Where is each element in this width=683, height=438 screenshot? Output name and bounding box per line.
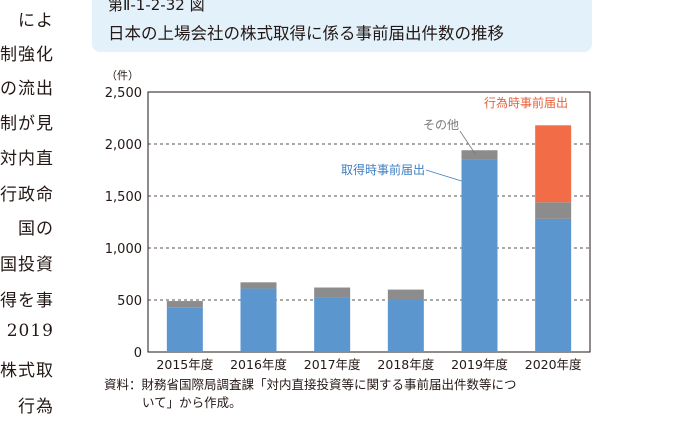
bar-segment — [387, 289, 424, 300]
annotation-leader-other — [459, 130, 476, 155]
bar-segment — [461, 159, 498, 352]
figure-title-box: 第Ⅱ-1-2-32 図 日本の上場会社の株式取得に係る事前届出件数の推移 — [92, 0, 592, 52]
bar-segment — [535, 202, 572, 219]
body-text-line: 2019 — [6, 321, 54, 341]
bar-segment — [240, 288, 277, 352]
body-text-line: 得を事 — [0, 291, 54, 311]
y-tick-label: 500 — [117, 294, 142, 309]
plot-frame — [147, 91, 591, 353]
figure-title: 日本の上場会社の株式取得に係る事前届出件数の推移 — [108, 24, 504, 43]
annotation-act-time: 行為時事前届出 — [484, 95, 568, 110]
bar-segment — [387, 299, 424, 352]
x-tick-label: 2020年度 — [525, 357, 582, 372]
y-tick-label: 1,500 — [105, 190, 142, 205]
source-line-2: いて」から作成。 — [142, 395, 242, 410]
figure-number: 第Ⅱ-1-2-32 図 — [108, 0, 205, 14]
body-text-line: 制が見 — [0, 114, 54, 134]
body-text-column: によ 制強化 の流出 制が見 対内直 行政命 国の 国投資 得を事 2019 株… — [0, 0, 58, 438]
annotation-other: その他 — [423, 118, 459, 132]
bar-segment — [535, 218, 572, 352]
bar-segment — [166, 301, 203, 308]
x-tick-label: 2018年度 — [377, 357, 434, 372]
bar-segment — [461, 150, 498, 160]
bar-segment — [535, 125, 572, 203]
bar-segment — [166, 307, 203, 352]
bar-segment — [240, 282, 277, 289]
body-text-line: 行為 — [18, 397, 54, 417]
source-note: 資料：財務省国際局調査課「対内直接投資等に関する事前届出件数等につ いて」から作… — [104, 376, 517, 412]
x-tick-label: 2016年度 — [230, 357, 287, 372]
body-text-line: 対内直 — [0, 149, 54, 169]
body-text-line: によ — [18, 11, 54, 31]
x-tick-label: 2015年度 — [156, 357, 213, 372]
body-text-line: の流出 — [0, 79, 54, 99]
y-axis-unit: （件） — [106, 69, 139, 82]
y-tick-label: 0 — [134, 346, 142, 361]
body-text-line: 行政命 — [0, 185, 54, 205]
body-text-line: 株式取 — [0, 361, 54, 381]
y-tick-label: 2,500 — [105, 86, 142, 101]
annotation-acquisition-time: 取得時事前届出 — [341, 162, 425, 177]
body-text-line: 国投資 — [0, 255, 54, 275]
annotation-leader-acquisition — [425, 169, 462, 182]
source-line-1: 資料：財務省国際局調査課「対内直接投資等に関する事前届出件数等につ — [104, 377, 517, 392]
bar-segment — [314, 297, 351, 352]
y-tick-label: 1,000 — [105, 242, 142, 257]
x-tick-label: 2017年度 — [304, 357, 361, 372]
bar-segment — [314, 287, 351, 298]
x-tick-label: 2019年度 — [451, 357, 508, 372]
body-text-line: 制強化 — [0, 45, 54, 65]
y-tick-label: 2,000 — [105, 138, 142, 153]
body-text-line: 国の — [18, 219, 54, 239]
